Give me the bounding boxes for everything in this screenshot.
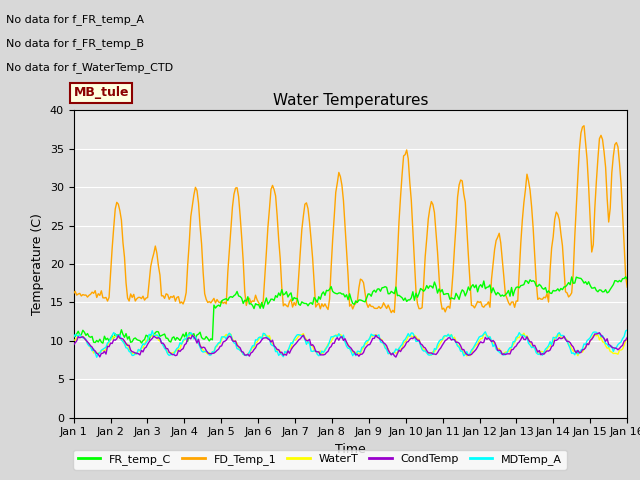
Legend: FR_temp_C, FD_Temp_1, WaterT, CondTemp, MDTemp_A: FR_temp_C, FD_Temp_1, WaterT, CondTemp, …	[74, 450, 566, 469]
Title: Water Temperatures: Water Temperatures	[273, 93, 428, 108]
Text: No data for f_WaterTemp_CTD: No data for f_WaterTemp_CTD	[6, 62, 173, 73]
Y-axis label: Temperature (C): Temperature (C)	[31, 213, 44, 315]
Text: No data for f_FR_temp_B: No data for f_FR_temp_B	[6, 38, 145, 49]
Text: MB_tule: MB_tule	[74, 86, 129, 99]
Text: No data for f_FR_temp_A: No data for f_FR_temp_A	[6, 14, 145, 25]
X-axis label: Time: Time	[335, 443, 366, 456]
